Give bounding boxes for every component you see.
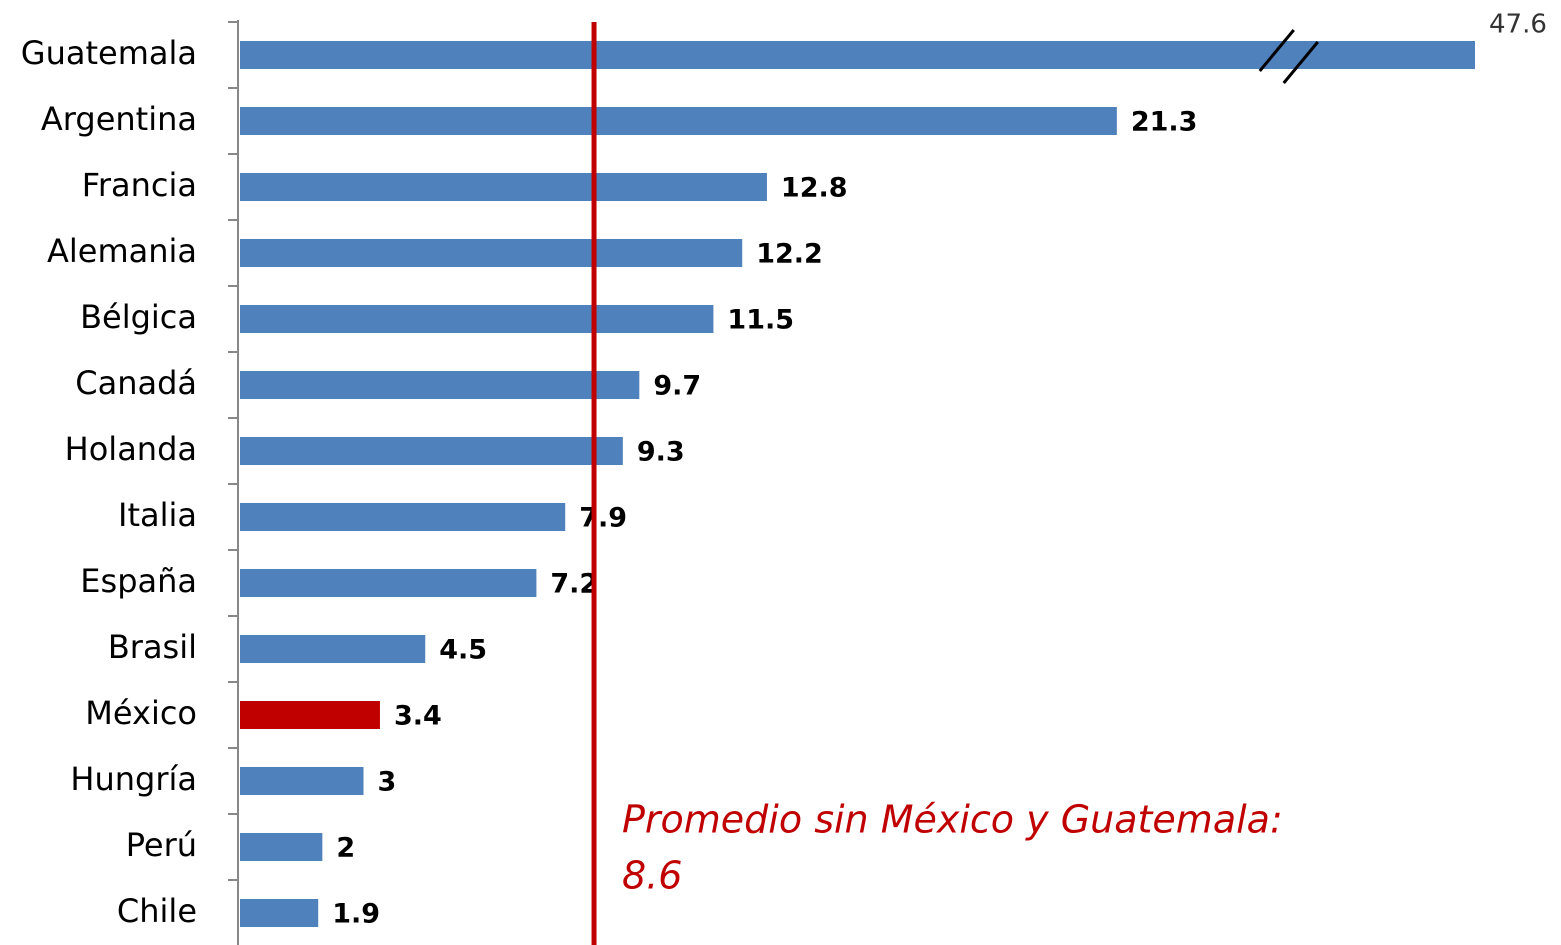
value-label: 9.3 <box>637 437 685 468</box>
category-label: Italia <box>118 496 197 534</box>
category-label: Hungría <box>70 760 197 798</box>
bar <box>240 305 714 333</box>
value-label: 7.2 <box>550 569 598 600</box>
value-label: 47.6 <box>1489 10 1547 40</box>
category-label: Argentina <box>41 100 197 138</box>
bar <box>240 635 426 663</box>
category-label: Chile <box>117 892 197 930</box>
value-label: 3 <box>378 767 397 798</box>
bar <box>240 239 743 267</box>
value-label: 12.8 <box>781 173 848 204</box>
bar <box>240 173 767 201</box>
category-label: Alemania <box>47 232 197 270</box>
bar <box>240 107 1117 135</box>
category-label: Holanda <box>65 430 197 468</box>
reference-label: Promedio sin México y Guatemala: <box>622 798 1283 842</box>
value-label: 7.9 <box>579 503 627 534</box>
bar <box>240 833 323 861</box>
bar <box>240 767 364 795</box>
category-label: Canadá <box>75 364 197 402</box>
category-label: Bélgica <box>80 298 197 336</box>
value-label: 11.5 <box>727 305 794 336</box>
value-label: 2 <box>336 833 355 864</box>
category-label: Perú <box>126 826 197 864</box>
category-label: México <box>85 694 197 732</box>
bar <box>240 41 1475 69</box>
reference-label: 8.6 <box>622 854 682 898</box>
bar <box>240 503 566 531</box>
bar <box>240 569 537 597</box>
value-label: 4.5 <box>439 635 487 666</box>
bar <box>240 701 380 729</box>
value-label: 9.7 <box>653 371 701 402</box>
category-label: Guatemala <box>21 34 197 72</box>
bar <box>240 371 640 399</box>
category-label: Francia <box>82 166 197 204</box>
category-label: Brasil <box>108 628 197 666</box>
value-label: 1.9 <box>332 899 380 930</box>
axis-break <box>1258 29 1295 72</box>
value-label: 12.2 <box>756 239 823 270</box>
category-label: España <box>80 562 197 600</box>
bar <box>240 437 623 465</box>
axis-break <box>1282 41 1319 84</box>
value-label: 3.4 <box>394 701 442 732</box>
value-label: 21.3 <box>1131 107 1198 138</box>
bar <box>240 899 319 927</box>
